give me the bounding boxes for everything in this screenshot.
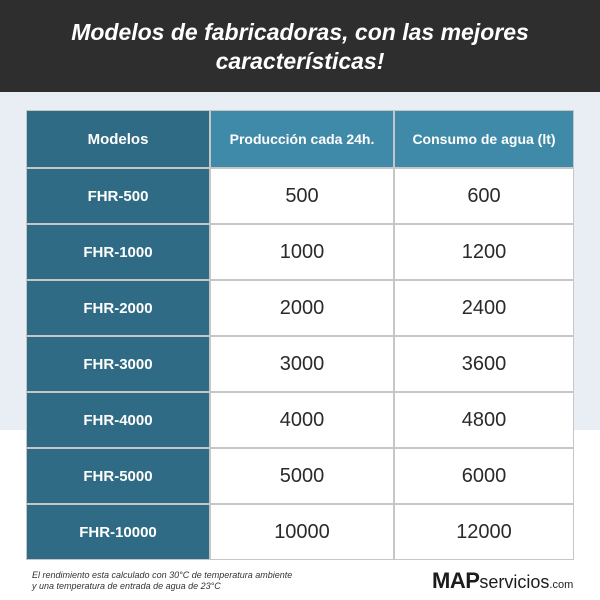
column-header-models: Modelos bbox=[26, 110, 210, 168]
table-header-row: Modelos Producción cada 24h. Consumo de … bbox=[26, 110, 574, 168]
production-cell: 2000 bbox=[210, 280, 394, 336]
model-cell: FHR-1000 bbox=[26, 224, 210, 280]
production-cell: 4000 bbox=[210, 392, 394, 448]
model-cell: FHR-2000 bbox=[26, 280, 210, 336]
table-row: FHR-10000 10000 12000 bbox=[26, 504, 574, 560]
production-cell: 3000 bbox=[210, 336, 394, 392]
page-header: Modelos de fabricadoras, con las mejores… bbox=[0, 0, 600, 92]
table-row: FHR-5000 5000 6000 bbox=[26, 448, 574, 504]
logo-sub: servicios bbox=[479, 572, 550, 592]
table-row: FHR-4000 4000 4800 bbox=[26, 392, 574, 448]
model-cell: FHR-4000 bbox=[26, 392, 210, 448]
model-cell: FHR-5000 bbox=[26, 448, 210, 504]
table-row: FHR-2000 2000 2400 bbox=[26, 280, 574, 336]
water-cell: 4800 bbox=[394, 392, 574, 448]
table-row: FHR-1000 1000 1200 bbox=[26, 224, 574, 280]
footnote-line-1: El rendimiento esta calculado con 30°C d… bbox=[32, 570, 293, 580]
water-cell: 12000 bbox=[394, 504, 574, 560]
production-cell: 10000 bbox=[210, 504, 394, 560]
brand-logo: MAPservicios.com bbox=[432, 568, 573, 594]
logo-brand: MAP bbox=[432, 568, 480, 593]
model-cell: FHR-3000 bbox=[26, 336, 210, 392]
logo-domain: .com bbox=[549, 579, 574, 591]
column-header-production: Producción cada 24h. bbox=[210, 110, 394, 168]
page-title-line-1: Modelos de fabricadoras, con las mejores bbox=[71, 19, 529, 45]
production-cell: 500 bbox=[210, 168, 394, 224]
table-row: FHR-3000 3000 3600 bbox=[26, 336, 574, 392]
footnote-line-2: y una temperatura de entrada de agua de … bbox=[32, 581, 221, 591]
water-cell: 3600 bbox=[394, 336, 574, 392]
model-cell: FHR-500 bbox=[26, 168, 210, 224]
model-cell: FHR-10000 bbox=[26, 504, 210, 560]
footnote: El rendimiento esta calculado con 30°C d… bbox=[32, 570, 332, 592]
water-cell: 1200 bbox=[394, 224, 574, 280]
water-cell: 600 bbox=[394, 168, 574, 224]
production-cell: 1000 bbox=[210, 224, 394, 280]
column-header-water: Consumo de agua (lt) bbox=[394, 110, 574, 168]
water-cell: 6000 bbox=[394, 448, 574, 504]
table-row: FHR-500 500 600 bbox=[26, 168, 574, 224]
water-cell: 2400 bbox=[394, 280, 574, 336]
page-title-line-2: características! bbox=[215, 48, 385, 74]
models-table: Modelos Producción cada 24h. Consumo de … bbox=[26, 110, 574, 560]
production-cell: 5000 bbox=[210, 448, 394, 504]
